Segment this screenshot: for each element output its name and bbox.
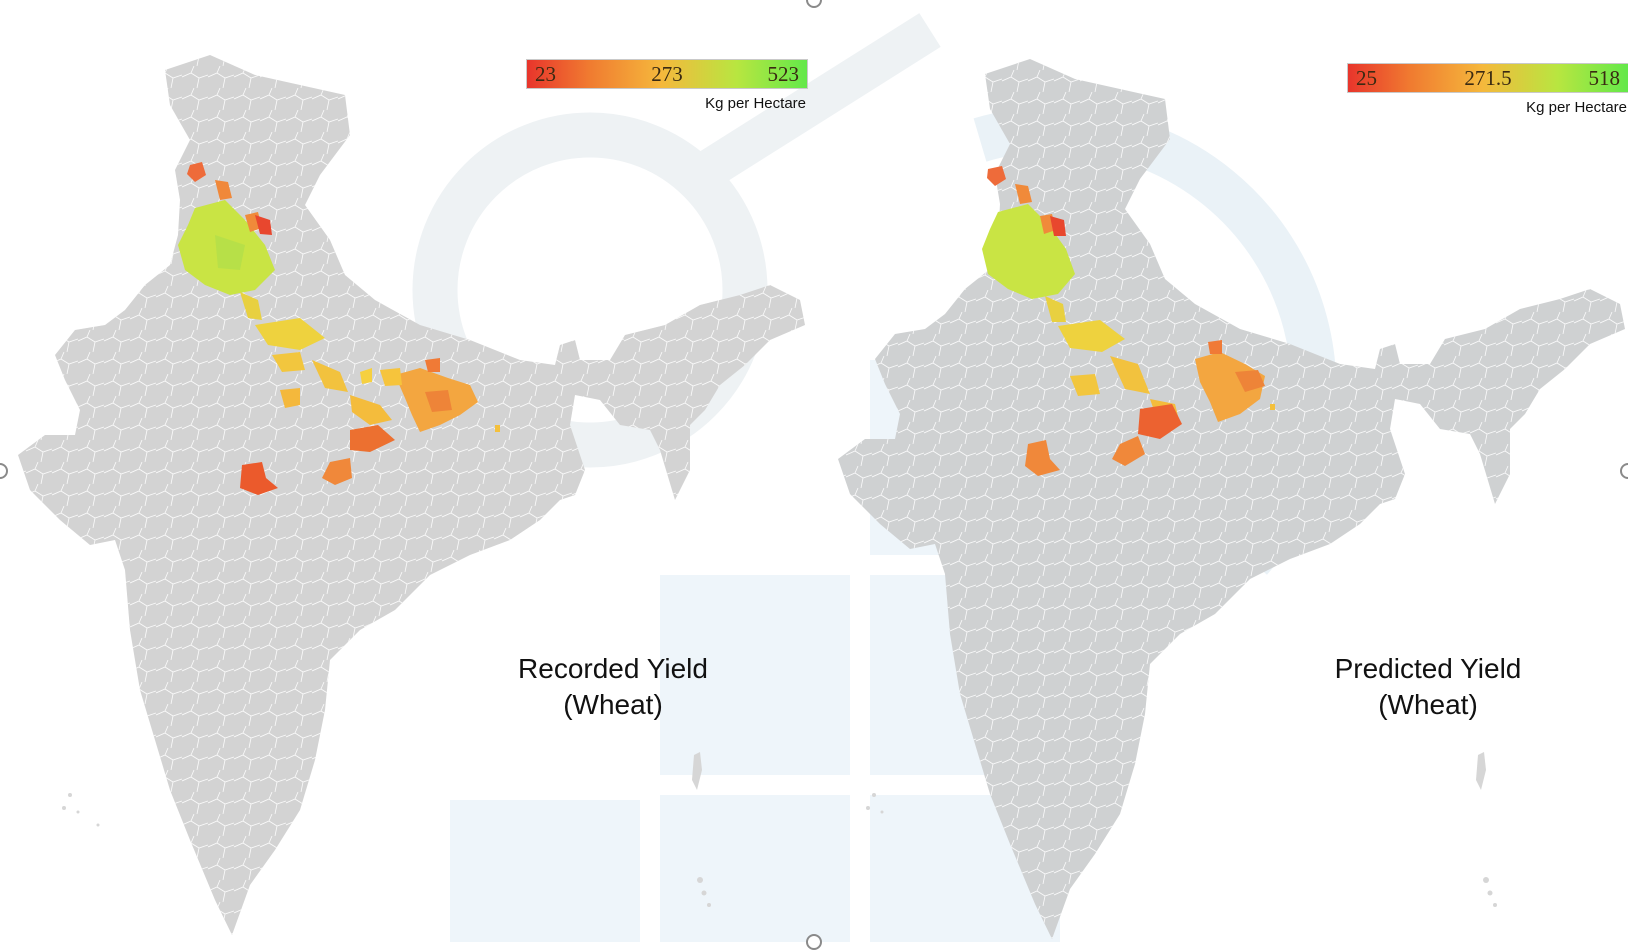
legend-mid-value: 271.5 (1464, 66, 1512, 90)
color-scale-bar: 23 273 523 (526, 59, 808, 89)
title-line-2: (Wheat) (563, 689, 663, 720)
legend-min-value: 25 (1356, 66, 1377, 90)
legend-recorded: 23 273 523 Kg per Hectare (526, 59, 808, 112)
recorded-yield-panel: 23 273 523 Kg per Hectare Recorded Yield… (0, 0, 814, 942)
legend-predicted: 25 271.5 518 Kg per Hectare (1347, 63, 1628, 116)
india-map-recorded (18, 55, 805, 935)
yield-regions-recorded (178, 162, 500, 495)
legend-unit-label: Kg per Hectare (1526, 99, 1627, 116)
legend-mid-value: 273 (651, 62, 683, 86)
map-title-recorded: Recorded Yield (Wheat) (483, 651, 743, 723)
india-map-predicted (838, 59, 1625, 939)
india-landmass (18, 55, 805, 935)
title-line-2: (Wheat) (1378, 689, 1478, 720)
yield-regions-predicted (982, 166, 1275, 476)
map-title-predicted: Predicted Yield (Wheat) (1298, 651, 1558, 723)
legend-max-value: 523 (767, 62, 800, 86)
predicted-yield-panel: 25 271.5 518 Kg per Hectare Predicted Yi… (814, 0, 1628, 942)
resize-handle-right[interactable] (1620, 463, 1628, 479)
island-groups (62, 752, 711, 907)
title-line-1: Recorded Yield (518, 653, 708, 684)
legend-min-value: 23 (535, 62, 556, 86)
legend-max-value: 518 (1588, 66, 1621, 90)
island-groups (866, 752, 1497, 907)
title-line-1: Predicted Yield (1334, 653, 1522, 684)
india-landmass (838, 59, 1625, 939)
legend-unit-label: Kg per Hectare (705, 95, 806, 112)
resize-handle-bottom[interactable] (806, 934, 822, 950)
color-scale-bar: 25 271.5 518 (1347, 63, 1628, 93)
